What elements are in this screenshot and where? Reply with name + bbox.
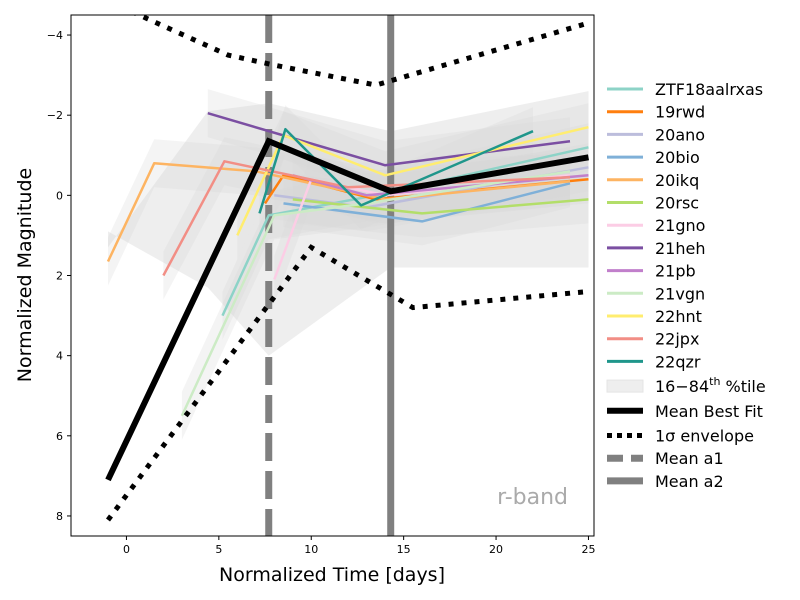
series-layer [106, 112, 589, 417]
x-tick-label: 15 [397, 543, 411, 556]
mean-best-fit-line [105, 137, 590, 482]
y-tick-label: 0 [56, 189, 63, 202]
legend-label-20bio: 20bio [655, 148, 700, 167]
legend-label-20ano: 20ano [655, 125, 705, 144]
series-line-21heh [207, 112, 571, 167]
tick-layer: 0 5 10 15 20 25 −4 −2 0 2 4 6 8 [47, 29, 596, 556]
legend-label-21vgn: 21vgn [655, 284, 705, 303]
legend-label-ztf18aalrxas: ZTF18aalrxas [655, 80, 763, 99]
legend-label-mean-a1: Mean a1 [655, 449, 724, 468]
series-line-20rsc [292, 198, 589, 215]
series-band-ztf18aalrxas [222, 123, 589, 340]
series-band-20ikq [108, 139, 570, 286]
legend-label-21heh: 21heh [655, 239, 705, 258]
band-annotation: r-band [497, 485, 568, 510]
legend-label-19rwd: 19rwd [655, 103, 705, 122]
series-band-22hnt [237, 103, 589, 260]
x-axis-label: Normalized Time [days] [219, 564, 445, 586]
x-tick-label: 25 [581, 543, 595, 556]
legend-label-22qzr: 22qzr [655, 352, 701, 371]
series-line-22qzr [258, 127, 534, 214]
legend-label-20rsc: 20rsc [655, 194, 699, 213]
legend-label-mean-a2: Mean a2 [655, 472, 724, 491]
series-band-22qzr [259, 105, 533, 238]
sigma-envelope-upper [132, 15, 590, 88]
legend-label-22hnt: 22hnt [655, 307, 702, 326]
series-band-21vgn [181, 147, 570, 440]
y-tick-label: 8 [56, 510, 63, 523]
legend-label-21gno: 21gno [655, 216, 705, 235]
sigma-envelope-lower [105, 244, 589, 522]
series-band-21heh [207, 89, 571, 190]
x-tick-label: 0 [123, 543, 130, 556]
x-tick-label: 10 [304, 543, 318, 556]
y-tick-label: 4 [56, 350, 63, 363]
legend-swatch-percentile-band [606, 379, 644, 393]
legend: ZTF18aalrxas 19rwd 20ano 20bio 20ikq 20rsc 21g… [606, 80, 766, 491]
legend-label-sigma-envelope: 1σ envelope [655, 427, 754, 446]
y-axis-label: Normalized Magnitude [14, 168, 36, 382]
y-tick-label: −4 [47, 29, 63, 42]
legend-label-22jpx: 22jpx [655, 330, 699, 349]
vline-layer [265, 15, 395, 536]
legend-label-mean-best-fit: Mean Best Fit [655, 402, 763, 421]
x-tick-label: 5 [215, 543, 222, 556]
y-tick-label: −2 [47, 109, 63, 122]
legend-label-20ikq: 20ikq [655, 171, 699, 190]
percentile-band [108, 91, 589, 356]
series-line-ztf18aalrxas [221, 146, 589, 317]
legend-label-percentile-band: 16−84th %tile [655, 375, 766, 396]
series-line-21vgn [180, 170, 571, 417]
x-tick-label: 20 [489, 543, 503, 556]
percentile-band-layer [108, 89, 589, 440]
fit-layer [105, 15, 590, 522]
y-tick-label: 2 [56, 270, 63, 283]
y-tick-label: 6 [56, 430, 63, 443]
legend-label-21pb: 21pb [655, 262, 696, 281]
